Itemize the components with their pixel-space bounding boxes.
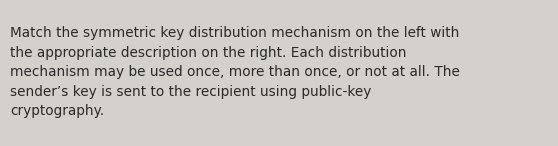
Text: Match the symmetric key distribution mechanism on the left with
the appropriate : Match the symmetric key distribution mec…: [10, 26, 460, 118]
